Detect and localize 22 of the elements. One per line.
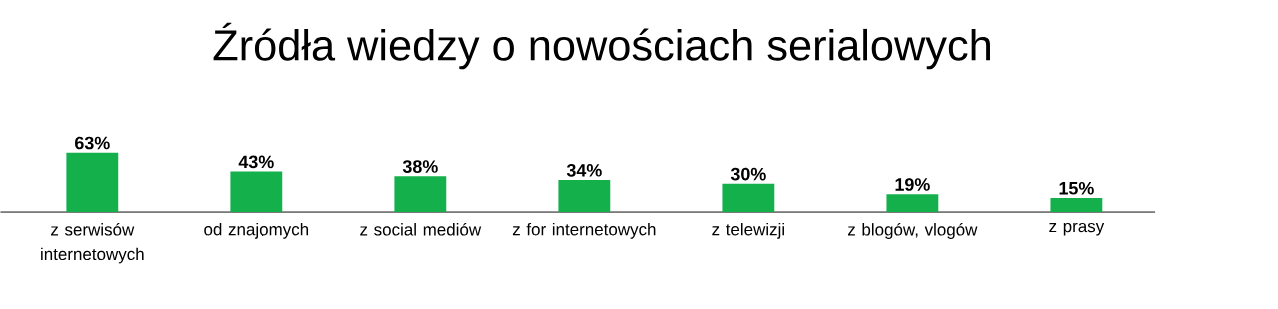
x-tick-label: z prasy <box>1049 222 1105 236</box>
bar <box>558 179 611 212</box>
chart-title: Źródła wiedzy o nowościach serialowych <box>213 22 990 70</box>
x-tick-label: z blogów, vlogów <box>847 222 978 239</box>
x-tick-label: z for internetowych <box>512 222 656 239</box>
x-tick-label: od znajomych <box>204 222 309 239</box>
bar <box>1050 197 1103 212</box>
x-tick-label: z serwisów internetowych <box>41 222 144 264</box>
bar <box>722 183 775 212</box>
bar <box>886 194 939 212</box>
x-tick-label: z telewizji <box>712 222 784 239</box>
data-label: 15% <box>1059 181 1094 195</box>
data-label: 63% <box>75 136 110 150</box>
data-label: 34% <box>566 163 602 177</box>
data-label: 30% <box>730 167 766 181</box>
data-label: 19% <box>895 178 930 191</box>
bar <box>66 152 119 212</box>
bar <box>394 176 447 212</box>
data-label: 43% <box>238 155 274 169</box>
x-tick-label: z social mediów <box>360 222 482 236</box>
bar <box>230 171 283 212</box>
data-label: 38% <box>402 160 438 173</box>
